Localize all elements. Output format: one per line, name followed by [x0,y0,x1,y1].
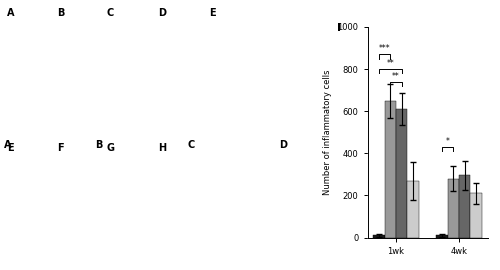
Text: *: * [446,137,450,146]
Text: **: ** [392,72,400,81]
Text: D: D [158,8,166,18]
Text: H: H [158,143,166,153]
Bar [384,101,396,238]
Bar [448,179,459,238]
Bar [0,135,92,270]
Text: E: E [210,8,216,18]
Bar [408,181,418,238]
Text: I: I [338,23,342,33]
Bar [92,135,184,270]
Bar [459,176,470,238]
Text: E: E [8,143,14,153]
Text: C: C [106,8,114,18]
Text: A: A [4,140,11,150]
Bar [276,135,368,270]
Text: B: B [96,140,103,150]
Text: B: B [57,8,64,18]
Bar [436,235,448,238]
Text: ***: *** [378,44,390,53]
Y-axis label: Number of inflammatory cells: Number of inflammatory cells [323,70,332,195]
Text: C: C [188,140,194,150]
Text: A: A [8,8,15,18]
Text: F: F [57,143,64,153]
Bar [373,235,384,238]
Bar [470,193,482,238]
Text: **: ** [386,59,394,68]
Bar [184,135,276,270]
Text: D: D [280,140,287,150]
Text: G: G [106,143,114,153]
Bar [396,109,407,238]
